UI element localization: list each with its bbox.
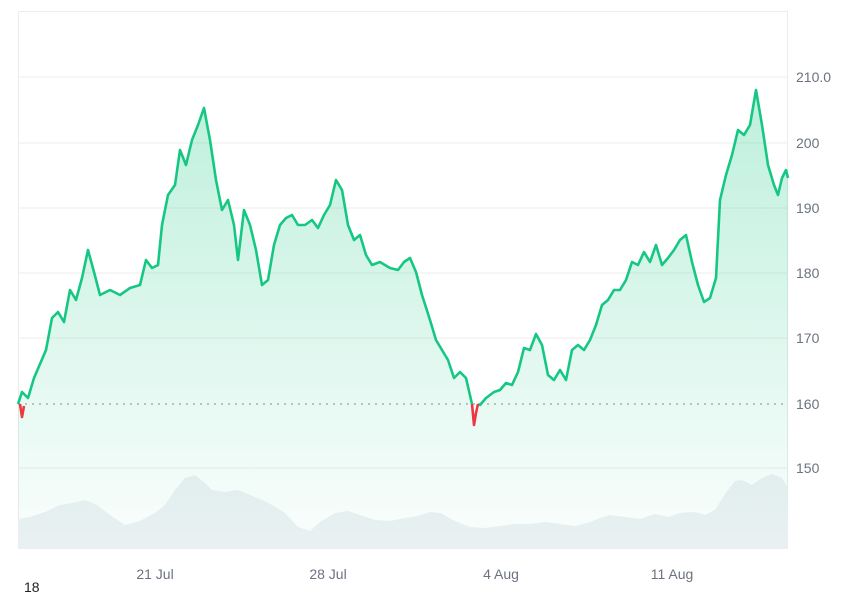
y-tick-label: 190: [796, 200, 820, 216]
x-tick-label: 21 Jul: [136, 566, 174, 582]
clipped-label: 18: [24, 579, 40, 595]
price-area-fill: [18, 90, 788, 549]
price-line-below-baseline: [18, 403, 26, 419]
x-tick-label: 28 Jul: [309, 566, 347, 582]
price-line-below-baseline: [470, 403, 480, 427]
y-tick-label: 150: [796, 460, 820, 476]
x-tick-label: 11 Aug: [650, 566, 694, 582]
y-tick-label: 180: [796, 265, 820, 281]
y-tick-label: 210.0: [796, 69, 832, 85]
y-tick-label: 200: [796, 135, 820, 151]
x-tick-label: 4 Aug: [483, 566, 519, 582]
y-tick-label: 170: [796, 330, 820, 346]
y-tick-label: 160: [796, 396, 820, 412]
price-line: [16, 88, 790, 407]
